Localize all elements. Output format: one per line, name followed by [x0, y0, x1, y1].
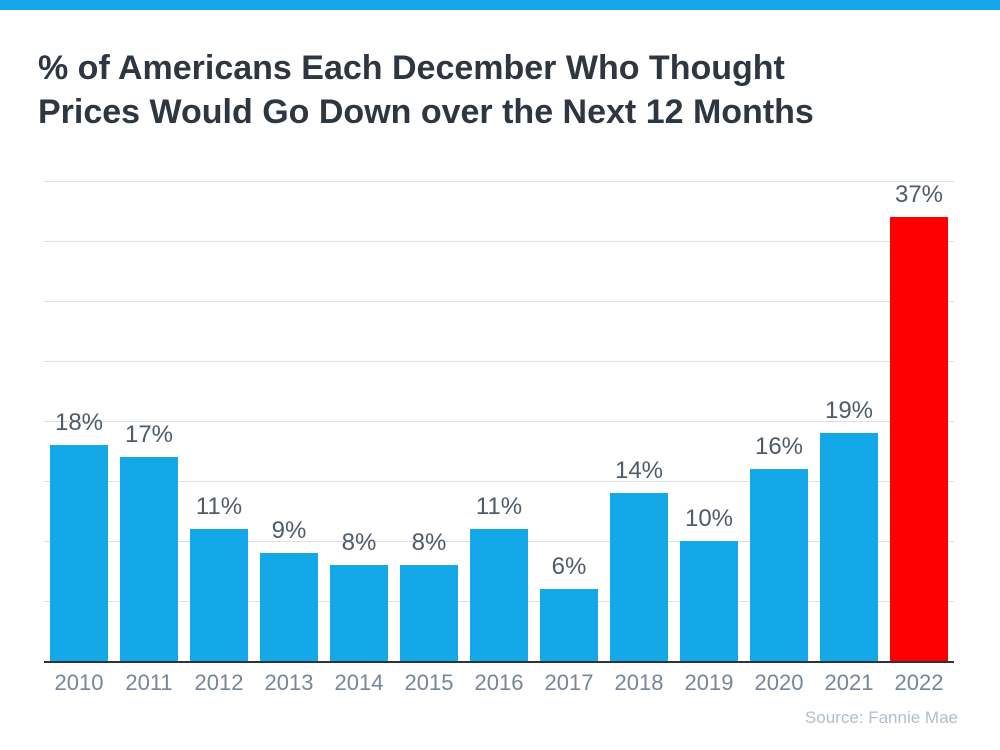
- bar-value-label-2014: 8%: [341, 529, 377, 556]
- bar-value-label-2010: 18%: [54, 409, 104, 436]
- bar-value-label-2011: 17%: [124, 421, 174, 448]
- grid-line-20: [44, 421, 954, 422]
- bar-2022: [890, 217, 948, 661]
- x-tick-2014: 2014: [334, 670, 384, 695]
- grid-line-15: [44, 481, 954, 482]
- bar-2014: [330, 565, 388, 661]
- x-tick-2012: 2012: [194, 670, 244, 695]
- bar-2019: [680, 541, 738, 661]
- chart-title-line1: % of Americans Each December Who Thought: [38, 49, 785, 87]
- bar-value-label-2016: 11%: [475, 493, 523, 520]
- bar-value-label-2019: 10%: [684, 505, 734, 532]
- x-tick-2011: 2011: [125, 670, 173, 695]
- bar-2015: [400, 565, 458, 661]
- bar-2021: [820, 433, 878, 661]
- bar-2016: [470, 529, 528, 661]
- bar-2012: [190, 529, 248, 661]
- x-tick-2019: 2019: [684, 670, 734, 695]
- x-tick-2013: 2013: [264, 670, 314, 695]
- bar-2018: [610, 493, 668, 661]
- bar-value-label-2012: 11%: [195, 493, 243, 520]
- plot-area: 18% 17% 11% 9% 8% 8% 11% 6% 14% 10% 16% 19% 37%: [44, 181, 954, 663]
- x-tick-2020: 2020: [754, 670, 804, 695]
- bar-value-label-2015: 8%: [411, 529, 447, 556]
- grid-line-25: [44, 361, 954, 362]
- x-tick-2022: 2022: [894, 670, 944, 695]
- grid-line-30: [44, 301, 954, 302]
- x-tick-2018: 2018: [614, 670, 664, 695]
- chart-title: % of Americans Each December Who Thought…: [38, 46, 968, 134]
- bar-value-label-2017: 6%: [551, 553, 587, 580]
- bar-value-label-2021: 19%: [824, 397, 874, 424]
- bar-2011: [120, 457, 178, 661]
- bar-value-label-2013: 9%: [271, 517, 307, 544]
- source-note: Source: Fannie Mae: [804, 708, 958, 727]
- bar-2020: [750, 469, 808, 661]
- x-axis: 2010 2011 2012 2013 2014 2015 2016 2017 2018 2019…: [44, 668, 954, 698]
- x-tick-2016: 2016: [474, 670, 524, 695]
- bar-value-label-2022: 37%: [894, 181, 944, 208]
- chart-title-line2: Prices Would Go Down over the Next 12 Mo…: [38, 93, 814, 131]
- bar-2013: [260, 553, 318, 661]
- x-tick-2021: 2021: [824, 670, 874, 695]
- grid-line-40: [44, 181, 954, 182]
- bar-value-label-2020: 16%: [754, 433, 804, 460]
- top-accent-bar: [0, 0, 1000, 10]
- bar-2010: [50, 445, 108, 661]
- grid-line-35: [44, 241, 954, 242]
- bar-2017: [540, 589, 598, 661]
- x-tick-2015: 2015: [404, 670, 454, 695]
- x-tick-2010: 2010: [54, 670, 104, 695]
- x-tick-2017: 2017: [544, 670, 594, 695]
- bar-value-label-2018: 14%: [614, 457, 664, 484]
